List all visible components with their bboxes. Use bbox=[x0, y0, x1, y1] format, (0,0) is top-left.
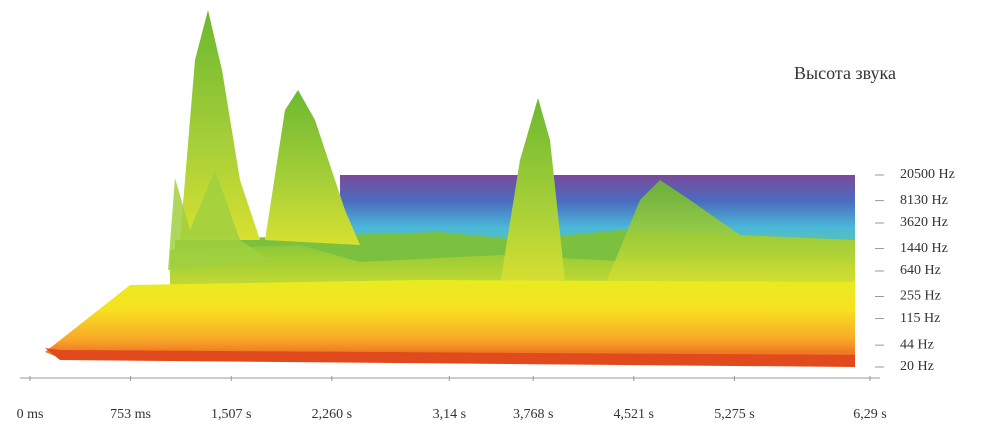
y-tick-label: 20500 Hz bbox=[900, 167, 955, 182]
y-tick-label: 8130 Hz bbox=[900, 193, 948, 208]
y-tick-label: 115 Hz bbox=[900, 311, 940, 326]
x-tick-label: 753 ms bbox=[110, 407, 151, 422]
y-tick-label: 640 Hz bbox=[900, 263, 941, 278]
x-tick-label: 0 ms bbox=[17, 407, 44, 422]
y-tick-label: 255 Hz bbox=[900, 289, 941, 304]
x-tick-label: 5,275 s bbox=[714, 407, 754, 422]
x-tick-label: 1,507 s bbox=[211, 407, 251, 422]
y-tick-label: 20 Hz bbox=[900, 359, 934, 374]
x-tick-label: 6,29 s bbox=[853, 407, 886, 422]
y-tick-label: 3620 Hz bbox=[900, 215, 948, 230]
surface bbox=[45, 10, 855, 367]
x-tick-label: 3,14 s bbox=[433, 407, 466, 422]
x-tick-label: 2,260 s bbox=[312, 407, 352, 422]
chart: Высота звука 0 ms 753 ms 1,507 s 2,260 s 3,1… bbox=[0, 0, 992, 432]
x-tick-label: 3,768 s bbox=[513, 407, 553, 422]
y-tick-label: 44 Hz bbox=[900, 337, 934, 352]
chart-title: Высота звука bbox=[794, 63, 896, 83]
x-tick-label: 4,521 s bbox=[614, 407, 654, 422]
y-tick-label: 1440 Hz bbox=[900, 241, 948, 256]
